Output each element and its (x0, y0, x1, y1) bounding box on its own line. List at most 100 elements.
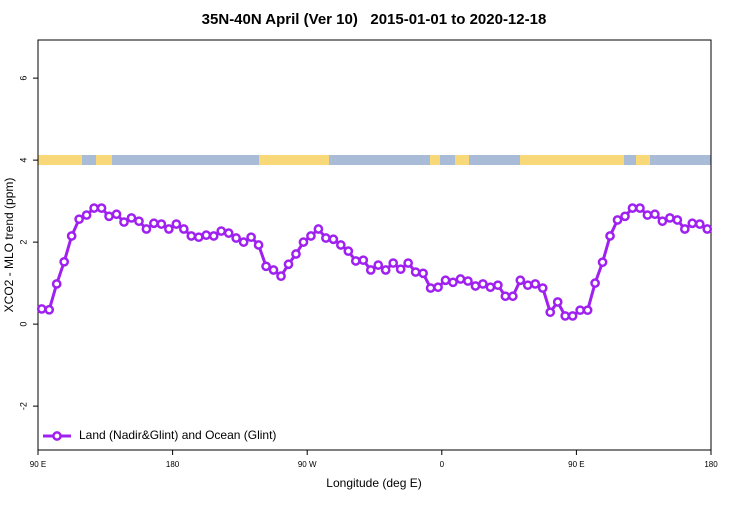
point (530, 279, 541, 289)
point (321, 233, 331, 243)
point (201, 230, 212, 241)
land (520, 155, 624, 165)
point (238, 237, 249, 247)
point (74, 214, 84, 225)
point (485, 282, 496, 293)
point (350, 256, 361, 266)
point (104, 211, 114, 222)
point (507, 291, 518, 302)
point (261, 261, 271, 272)
point (665, 213, 675, 223)
point (164, 224, 174, 234)
point (328, 234, 339, 245)
point (560, 311, 571, 321)
point (298, 237, 309, 247)
point (313, 224, 324, 234)
point (575, 305, 585, 316)
point (605, 231, 615, 241)
land-ocean-strip (38, 155, 711, 165)
y-axis-title: XCO2 - MLO trend (ppm) (2, 178, 16, 313)
point (365, 265, 376, 275)
point (545, 307, 556, 318)
y-tick-label: 0 (18, 322, 28, 327)
point (493, 280, 503, 291)
land (455, 155, 469, 165)
x-tick-label: 90 W (298, 460, 317, 469)
point (687, 218, 698, 229)
point (358, 255, 369, 266)
point (111, 209, 122, 220)
point (410, 267, 421, 277)
point (620, 211, 630, 222)
point (597, 257, 608, 268)
point (440, 275, 451, 286)
legend-label: Land (Nadir&Glint) and Ocean (Glint) (79, 428, 276, 442)
point (455, 274, 466, 284)
point (470, 281, 481, 291)
point (612, 215, 623, 225)
point (231, 233, 242, 243)
point (223, 228, 234, 238)
point (193, 232, 204, 243)
point (672, 215, 683, 225)
plot-frame (37, 39, 712, 451)
point (44, 304, 55, 315)
land (259, 155, 329, 165)
point (425, 283, 436, 293)
point (36, 304, 47, 314)
land (96, 155, 112, 165)
point (522, 280, 533, 291)
x-tick-label: 180 (704, 460, 718, 469)
point (291, 249, 301, 259)
point (552, 297, 563, 307)
point (134, 216, 144, 227)
point (642, 210, 653, 220)
y-tick-label: -2 (18, 402, 28, 410)
point (567, 311, 578, 321)
point (403, 258, 413, 268)
y-tick-label: 4 (18, 158, 28, 163)
x-tick-label: 90 E (568, 460, 584, 469)
point (336, 240, 346, 250)
point (141, 224, 152, 234)
land (636, 155, 650, 165)
point (81, 210, 92, 220)
point (276, 271, 286, 282)
point (89, 203, 99, 213)
x-tick-label: 180 (166, 460, 180, 469)
point (388, 258, 399, 268)
point (343, 246, 354, 256)
y-tick-label: 2 (18, 240, 28, 245)
legend-marker (52, 431, 62, 441)
point (59, 256, 70, 267)
point (537, 283, 548, 293)
x-axis-title: Longitude (deg E) (326, 476, 421, 490)
point (627, 203, 638, 213)
point (448, 277, 458, 288)
point (186, 231, 197, 241)
point (96, 203, 107, 213)
point (216, 226, 227, 236)
point (119, 217, 129, 227)
point (590, 278, 600, 288)
point (463, 276, 473, 286)
point (380, 265, 391, 275)
point (679, 224, 690, 234)
point (306, 231, 316, 241)
point (433, 282, 443, 293)
point (373, 260, 384, 270)
point (126, 213, 137, 223)
point (582, 305, 593, 316)
point (149, 218, 159, 229)
x-tick-label: 0 (440, 460, 445, 469)
point (253, 240, 264, 250)
chart-title: 35N-40N April (Ver 10) 2015-01-01 to 202… (202, 11, 547, 28)
point (635, 203, 645, 213)
x-tick-label: 90 E (30, 460, 46, 469)
point (268, 265, 279, 275)
point (500, 291, 511, 302)
point (208, 231, 219, 241)
land (430, 155, 440, 165)
